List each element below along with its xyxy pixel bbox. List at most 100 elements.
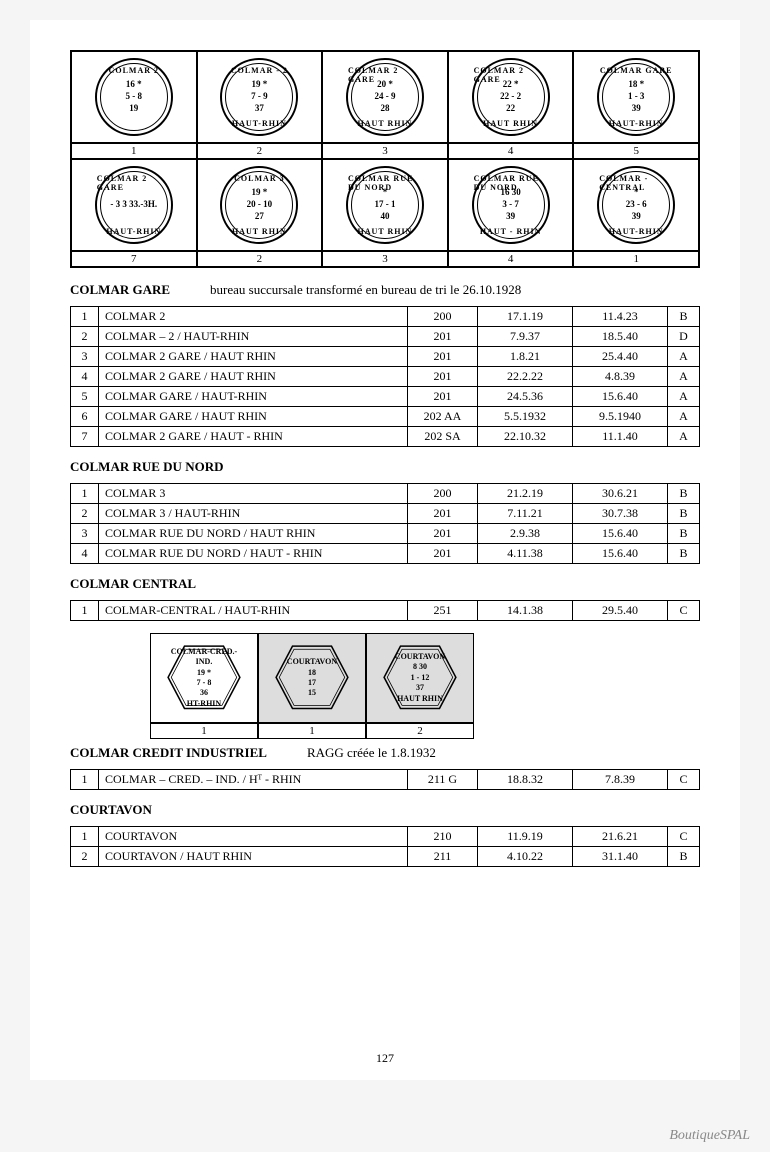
cell-index: 1 [71, 770, 99, 790]
section-colmar-rue-du-nord: COLMAR RUE DU NORD [70, 459, 700, 475]
postmark: COLMAR RUE DU NORD *17 - 140 HAUT RHIN [346, 166, 424, 244]
cell-date-end: 25.4.40 [573, 347, 668, 367]
postmark-center-text: 19 *20 - 1027 [247, 187, 273, 222]
cell-date-end: 11.4.23 [573, 307, 668, 327]
table-row: 3 COLMAR 2 GARE / HAUT RHIN 201 1.8.21 2… [71, 347, 700, 367]
table-colmar-gare: 1 COLMAR 2 200 17.1.19 11.4.23 B 2 COLMA… [70, 306, 700, 447]
cell-index: 1 [71, 484, 99, 504]
table-row: 6 COLMAR GARE / HAUT RHIN 202 AA 5.5.193… [71, 407, 700, 427]
cell-index: 2 [71, 327, 99, 347]
postmark-label: 7 [71, 251, 197, 267]
section-colmar-gare: COLMAR GARE bureau succursale transformé… [70, 282, 700, 298]
section-note: RAGG créée le 1.8.1932 [307, 745, 436, 761]
postmark-top-text: COLMAR 2 [109, 66, 159, 75]
cell-index: 7 [71, 427, 99, 447]
postmark-center-text: 20 *24 - 928 [374, 79, 395, 114]
cell-index: 2 [71, 847, 99, 867]
cell-date-start: 17.1.19 [478, 307, 573, 327]
cell-date-end: 30.7.38 [573, 504, 668, 524]
cell-code: 210 [408, 827, 478, 847]
page-number: 127 [30, 1051, 740, 1066]
table-colmar-central: 1 COLMAR-CENTRAL / HAUT-RHIN 251 14.1.38… [70, 600, 700, 621]
hex-postmark-cell: COLMAR-CRED.-IND.19 *7 - 836HT-RHIN [150, 633, 258, 723]
postmark: COLMAR 2 GARE 20 *24 - 928 HAUT RHIN [346, 58, 424, 136]
section-colmar-central: COLMAR CENTRAL [70, 576, 700, 592]
cell-grade: A [668, 347, 700, 367]
cell-index: 4 [71, 544, 99, 564]
cell-index: 4 [71, 367, 99, 387]
table-row: 3 COLMAR RUE DU NORD / HAUT RHIN 201 2.9… [71, 524, 700, 544]
postmark-center-text: 19 *7 - 937 [251, 79, 268, 114]
cell-code: 201 [408, 367, 478, 387]
hex-postmark-cell: COURTAVON8 301 - 1237HAUT RHIN [366, 633, 474, 723]
hex-postmark-cell: COURTAVON181715 [258, 633, 366, 723]
cell-date-start: 1.8.21 [478, 347, 573, 367]
cell-name: COLMAR-CENTRAL / HAUT-RHIN [99, 601, 408, 621]
hex-postmark-row: COLMAR-CRED.-IND.19 *7 - 836HT-RHIN COURT… [150, 633, 700, 739]
cell-date-end: 30.6.21 [573, 484, 668, 504]
cell-date-end: 9.5.1940 [573, 407, 668, 427]
cell-index: 1 [71, 601, 99, 621]
postmark-center-text: 18 *1 - 339 [628, 79, 645, 114]
section-title: COURTAVON [70, 802, 152, 818]
postmark-label: 2 [197, 251, 323, 267]
postmark-label: 4 [448, 251, 574, 267]
table-row: 1 COLMAR 3 200 21.2.19 30.6.21 B [71, 484, 700, 504]
postmark-center-text: 22 *22 - 222 [500, 79, 521, 114]
section-title: COLMAR GARE [70, 282, 170, 298]
postmark-label: 2 [197, 143, 323, 159]
cell-date-end: 4.8.39 [573, 367, 668, 387]
section-courtavon: COURTAVON [70, 802, 700, 818]
cell-name: COURTAVON / HAUT RHIN [99, 847, 408, 867]
postmark-center-text: - 3 3 33.-3H. [110, 199, 157, 211]
cell-name: COLMAR 3 [99, 484, 408, 504]
postmark-bottom-text: HAUT-RHIN [232, 119, 287, 128]
cell-grade: C [668, 770, 700, 790]
table-row: 1 COLMAR – CRED. – IND. / Hᵀ - RHIN 211 … [71, 770, 700, 790]
cell-index: 1 [71, 307, 99, 327]
cell-code: 201 [408, 544, 478, 564]
hex-postmark-image: COURTAVON181715 [259, 634, 365, 722]
postmark-cell: COLMAR 2 16 *5 - 819 [71, 51, 197, 143]
postmark-top-text: COLMAR 3 [234, 174, 284, 183]
cell-code: 201 [408, 387, 478, 407]
cell-date-start: 11.9.19 [478, 827, 573, 847]
cell-code: 211 [408, 847, 478, 867]
cell-index: 3 [71, 347, 99, 367]
table-row: 5 COLMAR GARE / HAUT-RHIN 201 24.5.36 15… [71, 387, 700, 407]
postmark-label: 4 [448, 143, 574, 159]
postmark-bottom-text: HAUT RHIN [358, 227, 413, 236]
postmark: COLMAR RUE DU NORD 16 303 - 739 HAUT - R… [472, 166, 550, 244]
cell-date-end: 11.1.40 [573, 427, 668, 447]
cell-name: COLMAR – 2 / HAUT-RHIN [99, 327, 408, 347]
cell-grade: A [668, 387, 700, 407]
cell-date-end: 18.5.40 [573, 327, 668, 347]
postmark-label: 1 [71, 143, 197, 159]
cell-date-start: 22.2.22 [478, 367, 573, 387]
cell-grade: A [668, 427, 700, 447]
cell-grade: A [668, 367, 700, 387]
cell-grade: B [668, 504, 700, 524]
cell-date-end: 21.6.21 [573, 827, 668, 847]
cell-grade: B [668, 307, 700, 327]
cell-index: 3 [71, 524, 99, 544]
cell-name: COLMAR 2 GARE / HAUT RHIN [99, 347, 408, 367]
postmark-cell: COLMAR 2 GARE - 3 3 33.-3H. HAUT-RHIN [71, 159, 197, 251]
cell-date-end: 7.8.39 [573, 770, 668, 790]
cell-date-start: 7.11.21 [478, 504, 573, 524]
postmark-bottom-text: HAUT-RHIN [609, 227, 664, 236]
cell-date-end: 15.6.40 [573, 544, 668, 564]
cell-code: 201 [408, 504, 478, 524]
postmark-center-text: 16 303 - 739 [500, 187, 520, 222]
cell-index: 5 [71, 387, 99, 407]
cell-code: 211 G [408, 770, 478, 790]
hex-postmark-text: COLMAR-CRED.-IND.19 *7 - 836HT-RHIN [165, 647, 243, 709]
postmark-center-text: 16 *5 - 819 [126, 79, 143, 114]
postmark-label: 3 [322, 251, 448, 267]
cell-code: 200 [408, 307, 478, 327]
postmark-bottom-text: HAUT RHIN [232, 227, 287, 236]
cell-date-start: 4.11.38 [478, 544, 573, 564]
cell-code: 201 [408, 327, 478, 347]
postmark-top-text: COLMAR GARE [600, 66, 673, 75]
cell-code: 200 [408, 484, 478, 504]
